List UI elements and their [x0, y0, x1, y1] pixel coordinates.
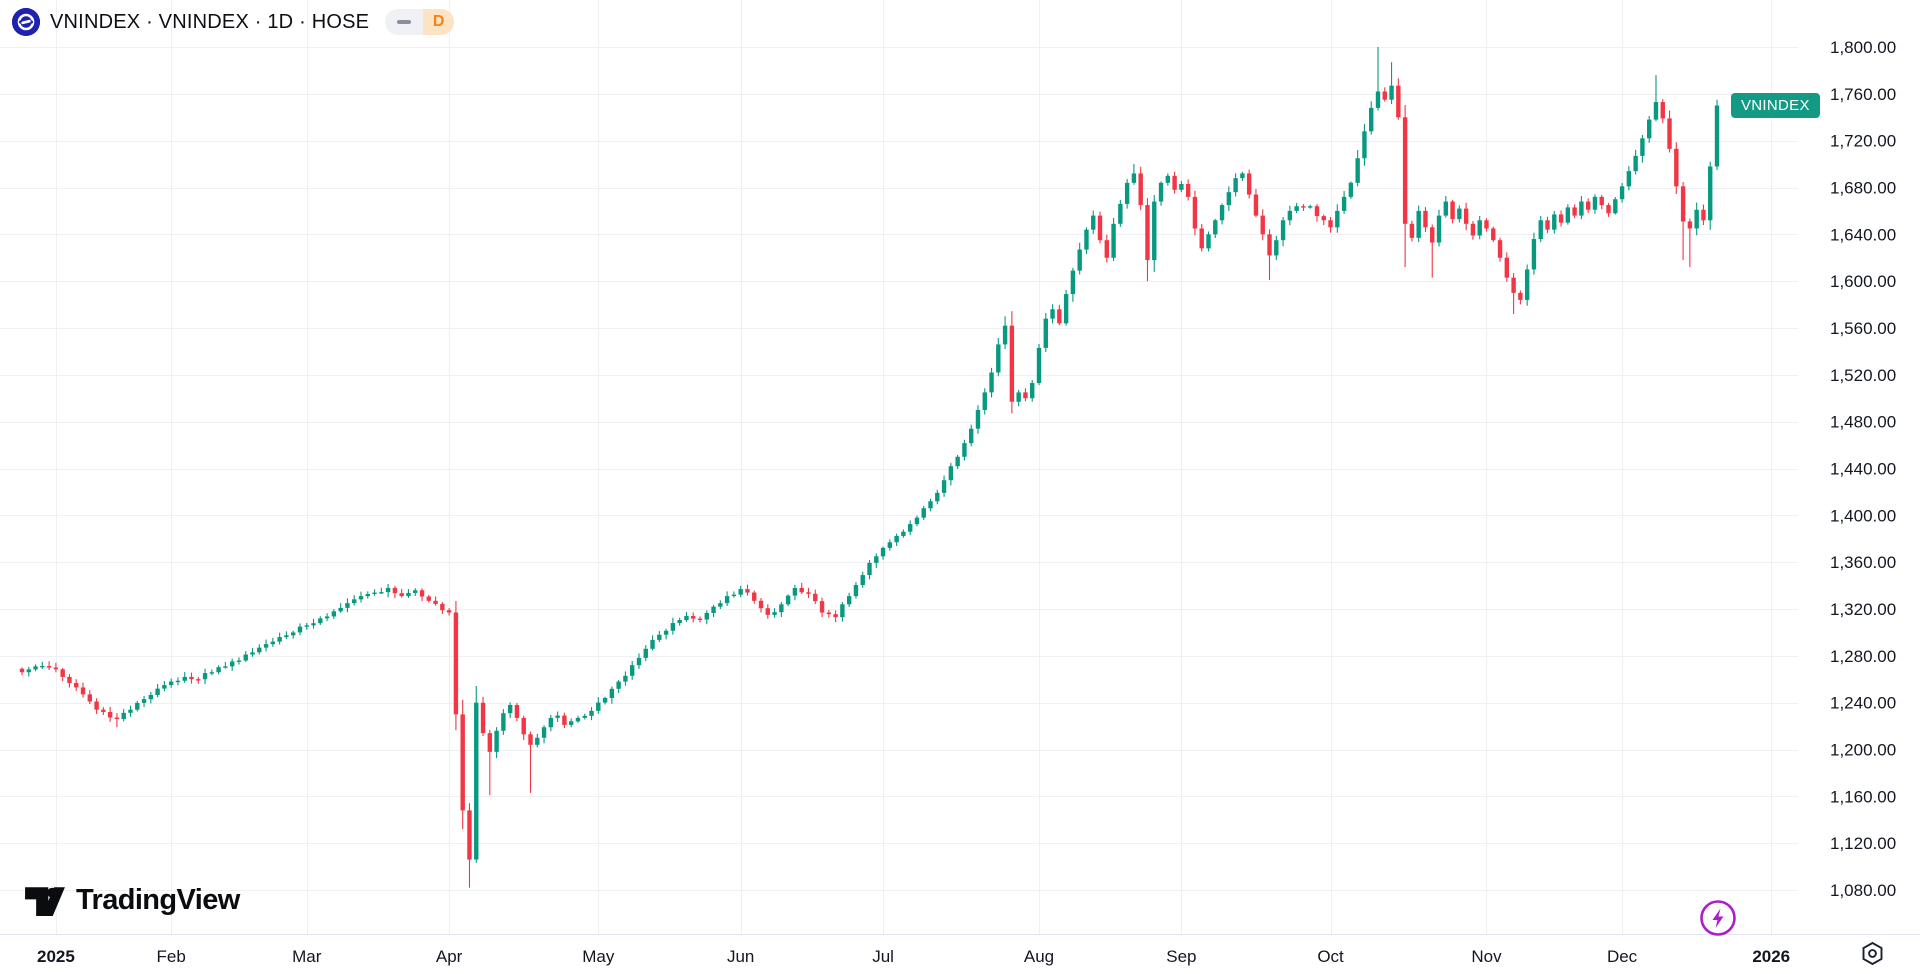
time-tick-label: 2025: [37, 947, 75, 966]
price-tick-label: 1,200.00: [1830, 741, 1896, 760]
tradingview-wordmark: TradingView: [76, 884, 240, 916]
price-tick-label: 1,600.00: [1830, 272, 1896, 291]
exchange-logo-glyph: [12, 8, 40, 36]
tradingview-mark-icon: [25, 887, 65, 916]
tradingview-logo-link[interactable]: TradingView: [25, 884, 240, 917]
time-tick-label: Mar: [292, 947, 322, 966]
up-candles: [26, 47, 1720, 863]
time-axis[interactable]: 2025 Feb Mar Apr May Jun Jul Aug Sep Oct Nov Dec 202…: [37, 947, 1790, 966]
price-tick-label: 1,440.00: [1830, 460, 1896, 479]
price-tick-label: 1,640.00: [1830, 225, 1896, 244]
minus-icon: [397, 20, 412, 24]
time-tick-label: Jul: [872, 947, 894, 966]
time-tick-label: 2026: [1752, 947, 1790, 966]
time-tick-label: Apr: [436, 947, 463, 966]
price-tick-label: 1,320.00: [1830, 600, 1896, 619]
price-tick-label: 1,480.00: [1830, 413, 1896, 432]
price-tick-label: 1,120.00: [1830, 834, 1896, 853]
price-tick-label: 1,760.00: [1830, 85, 1896, 104]
down-candles: [19, 78, 1706, 888]
time-tick-label: Nov: [1471, 947, 1502, 966]
time-tick-label: Sep: [1166, 947, 1196, 966]
symbol-price-label: VNINDEX: [1731, 93, 1820, 119]
price-tick-label: 1,240.00: [1830, 694, 1896, 713]
axis-settings-button[interactable]: [1860, 941, 1885, 966]
price-tick-label: 1,160.00: [1830, 787, 1896, 806]
grid-lines: [0, 0, 1798, 935]
price-tick-label: 1,280.00: [1830, 647, 1896, 666]
hexagon-settings-icon: [1862, 941, 1883, 966]
symbol-logo-icon: [12, 8, 40, 36]
boost-button[interactable]: [1699, 899, 1737, 937]
price-tick-label: 1,080.00: [1830, 881, 1896, 900]
symbol-legend[interactable]: VNINDEX · VNINDEX · 1D · HOSE D: [12, 8, 455, 36]
price-tick-label: 1,800.00: [1830, 38, 1896, 57]
price-tick-label: 1,560.00: [1830, 319, 1896, 338]
time-tick-label: Feb: [157, 947, 186, 966]
time-tick-label: Aug: [1024, 947, 1054, 966]
time-tick-label: Oct: [1317, 947, 1344, 966]
price-tick-label: 1,720.00: [1830, 132, 1896, 151]
price-tick-label: 1,520.00: [1830, 366, 1896, 385]
lightning-icon: [1700, 900, 1736, 936]
price-tick-label: 1,400.00: [1830, 506, 1896, 525]
legend-title[interactable]: VNINDEX · VNINDEX · 1D · HOSE: [50, 10, 370, 33]
time-tick-label: Jun: [727, 947, 754, 966]
price-axis[interactable]: 1,080.00 1,120.00 1,160.00 1,200.00 1,240.00…: [1830, 38, 1896, 900]
legend-toggle[interactable]: D: [385, 9, 455, 35]
time-tick-label: May: [582, 947, 615, 966]
price-tick-label: 1,680.00: [1830, 179, 1896, 198]
collapse-legend-button[interactable]: [385, 9, 424, 35]
interval-badge[interactable]: D: [423, 9, 455, 35]
time-tick-label: Dec: [1607, 947, 1638, 966]
price-tick-label: 1,360.00: [1830, 553, 1896, 572]
